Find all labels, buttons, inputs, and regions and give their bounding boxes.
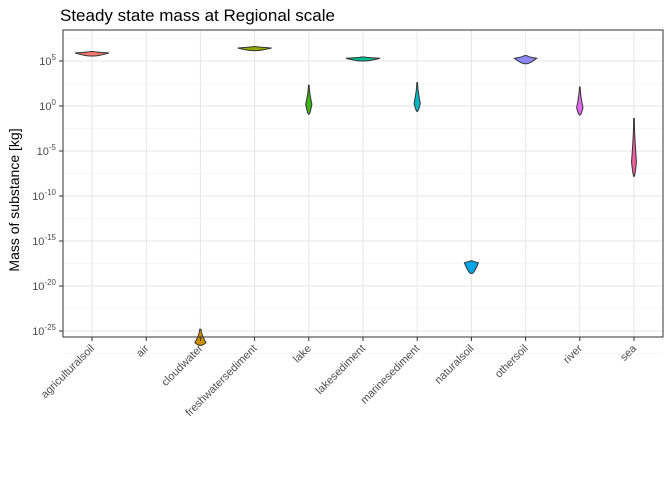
violin-sea — [631, 118, 637, 177]
violin-agriculturalsoil — [74, 51, 110, 57]
violin-marinesediment — [413, 82, 421, 112]
x-tick-label-marinesediment: marinesediment — [358, 343, 422, 407]
y-tick-label: 10-20 — [32, 278, 56, 293]
x-tick-label-lakesediment: lakesediment — [314, 343, 368, 397]
x-tick-label-othersoil: othersoil — [493, 343, 531, 381]
violin-naturalsoil — [463, 260, 480, 274]
violin-lake — [305, 84, 313, 115]
chart-title: Steady state mass at Regional scale — [60, 6, 335, 25]
violin-lakesediment — [345, 56, 381, 62]
y-tick-label: 10-10 — [32, 188, 56, 203]
x-tick-label-river: river — [561, 342, 585, 366]
x-tick-label-naturalsoil: naturalsoil — [433, 343, 477, 387]
x-tick-label-agriculturalsoil: agriculturalsoil — [39, 343, 97, 401]
y-tick-label: 100 — [39, 98, 56, 113]
grid-layer — [63, 30, 663, 354]
y-tick-label: 105 — [39, 53, 56, 68]
y-tick-label: 10-15 — [32, 233, 56, 248]
violin-freshwatersediment — [237, 46, 272, 52]
y-tick-label: 10-25 — [32, 323, 56, 338]
y-tick-label: 10-5 — [37, 143, 57, 158]
x-tick-label-lake: lake — [291, 343, 314, 366]
x-tick-label-sea: sea — [618, 342, 640, 364]
x-tick-label-cloudwater: cloudwater — [159, 342, 205, 388]
x-tick-label-air: air — [134, 342, 151, 359]
y-axis-label: Mass of substance [kg] — [6, 128, 22, 271]
axis-layer: 105 100 10-5 10-10 10-15 10-20 10-25 agricultur… — [32, 53, 640, 419]
violin-river — [576, 86, 584, 116]
violin-othersoil — [513, 55, 538, 65]
panel-border — [62, 29, 664, 338]
